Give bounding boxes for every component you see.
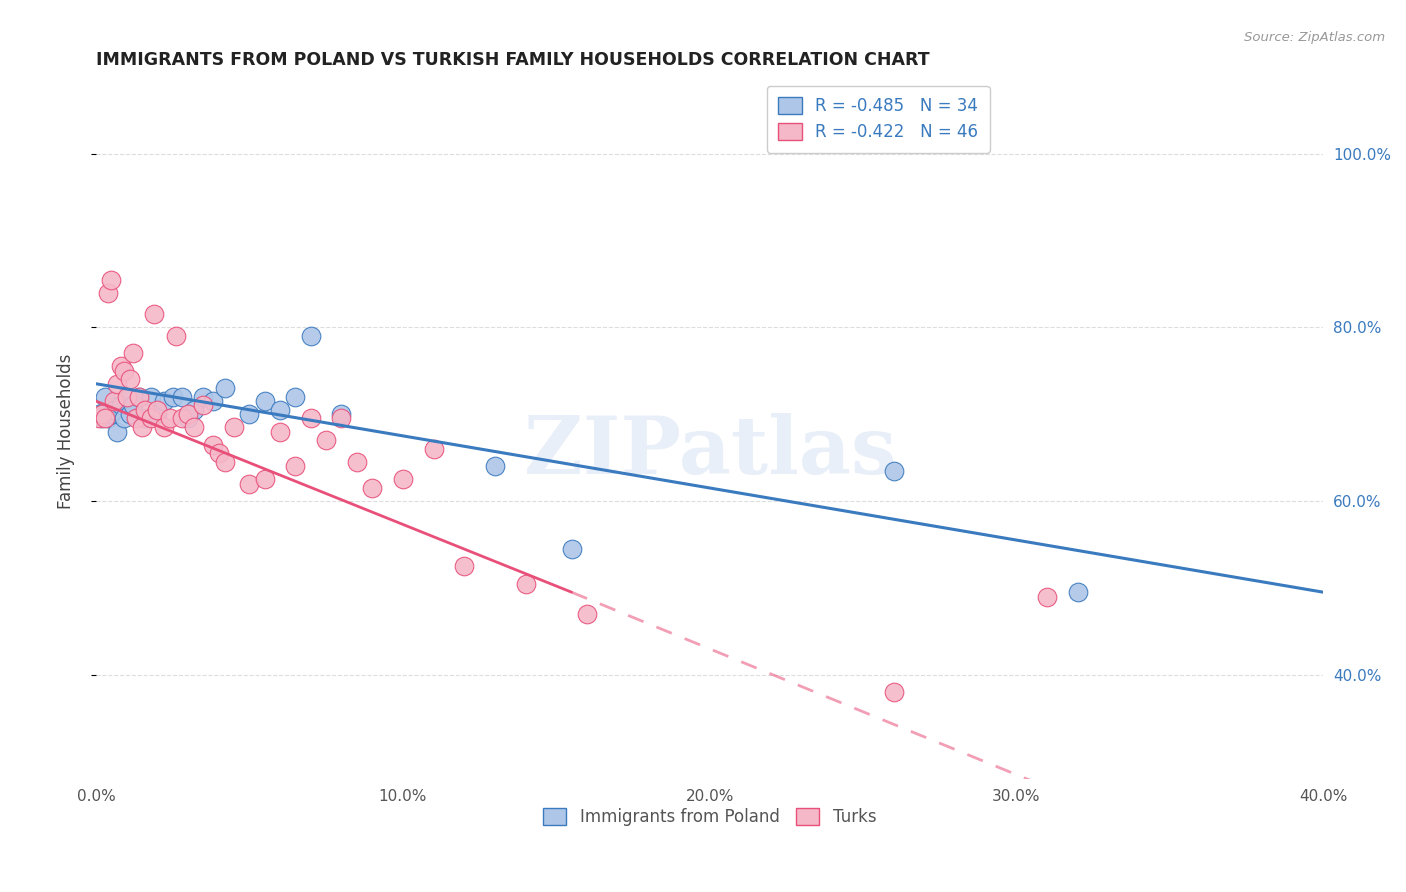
Point xyxy=(128,390,150,404)
Point xyxy=(330,407,353,421)
Point xyxy=(183,420,205,434)
Point xyxy=(112,364,135,378)
Point xyxy=(94,411,117,425)
Point xyxy=(883,685,905,699)
Point xyxy=(110,399,132,413)
Point xyxy=(208,446,231,460)
Point xyxy=(422,442,444,456)
Point xyxy=(128,390,150,404)
Point xyxy=(238,407,260,421)
Point xyxy=(87,411,110,425)
Point xyxy=(121,399,143,413)
Point xyxy=(131,420,153,434)
Point xyxy=(330,411,353,425)
Text: ZIPatlas: ZIPatlas xyxy=(523,413,896,491)
Point xyxy=(284,459,307,474)
Point xyxy=(201,394,224,409)
Point xyxy=(146,402,169,417)
Point xyxy=(103,394,125,409)
Point xyxy=(162,390,184,404)
Point xyxy=(91,411,114,425)
Point xyxy=(143,307,166,321)
Text: IMMIGRANTS FROM POLAND VS TURKISH FAMILY HOUSEHOLDS CORRELATION CHART: IMMIGRANTS FROM POLAND VS TURKISH FAMILY… xyxy=(96,51,929,69)
Point xyxy=(392,472,415,486)
Point xyxy=(118,372,141,386)
Point xyxy=(253,472,276,486)
Point xyxy=(299,411,322,425)
Point xyxy=(346,455,368,469)
Point xyxy=(141,390,163,404)
Point xyxy=(112,411,135,425)
Point xyxy=(115,390,138,404)
Point xyxy=(118,407,141,421)
Point xyxy=(269,425,291,439)
Point xyxy=(193,390,215,404)
Y-axis label: Family Households: Family Households xyxy=(58,354,75,509)
Point xyxy=(183,402,205,417)
Point xyxy=(177,407,200,421)
Point xyxy=(146,407,169,421)
Point xyxy=(107,425,129,439)
Point xyxy=(125,411,148,425)
Point xyxy=(91,407,114,421)
Point xyxy=(121,346,143,360)
Point xyxy=(201,437,224,451)
Point xyxy=(575,607,598,621)
Point xyxy=(100,407,122,421)
Point xyxy=(1067,585,1090,599)
Point xyxy=(152,420,174,434)
Point xyxy=(484,459,506,474)
Point xyxy=(87,407,110,421)
Point xyxy=(284,390,307,404)
Point xyxy=(515,576,537,591)
Point xyxy=(107,376,129,391)
Point xyxy=(269,402,291,417)
Text: Source: ZipAtlas.com: Source: ZipAtlas.com xyxy=(1244,31,1385,45)
Point xyxy=(170,411,193,425)
Point xyxy=(134,411,156,425)
Point xyxy=(238,476,260,491)
Point xyxy=(141,411,163,425)
Point xyxy=(1036,590,1059,604)
Point xyxy=(214,455,236,469)
Point xyxy=(193,399,215,413)
Point xyxy=(170,390,193,404)
Legend: Immigrants from Poland, Turks: Immigrants from Poland, Turks xyxy=(536,802,883,833)
Point xyxy=(253,394,276,409)
Point xyxy=(361,481,384,495)
Point xyxy=(315,434,337,448)
Point xyxy=(177,411,200,425)
Point xyxy=(214,381,236,395)
Point xyxy=(110,359,132,374)
Point xyxy=(152,394,174,409)
Point xyxy=(453,559,475,574)
Point xyxy=(883,464,905,478)
Point xyxy=(222,420,245,434)
Point xyxy=(100,272,122,286)
Point xyxy=(97,411,120,425)
Point xyxy=(94,390,117,404)
Point xyxy=(165,329,187,343)
Point xyxy=(134,402,156,417)
Point xyxy=(97,285,120,300)
Point xyxy=(103,402,125,417)
Point xyxy=(115,390,138,404)
Point xyxy=(299,329,322,343)
Point xyxy=(159,411,181,425)
Point xyxy=(561,541,583,556)
